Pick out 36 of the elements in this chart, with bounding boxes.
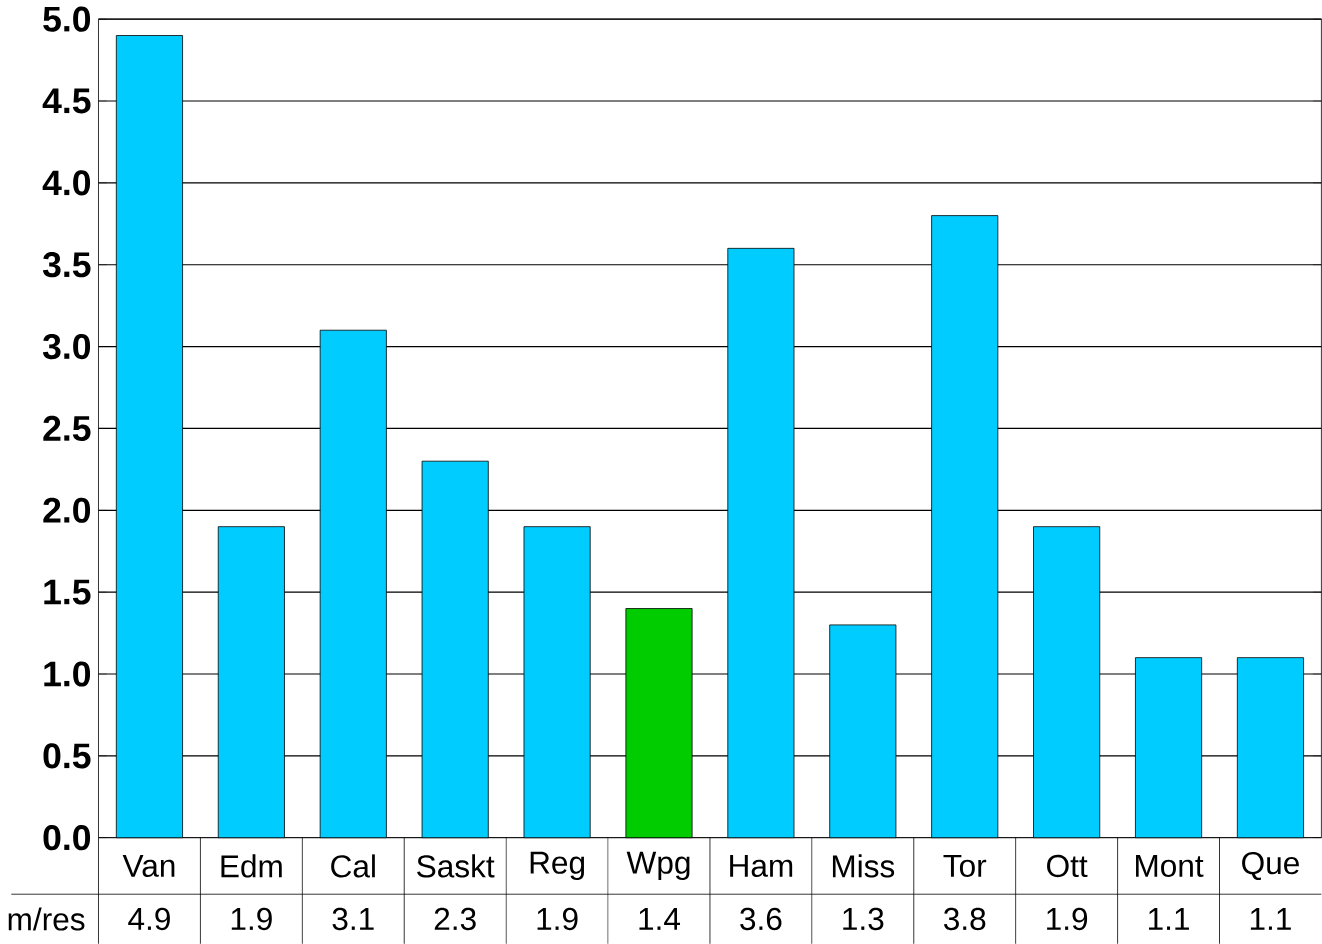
data-label: 1.9: [1047, 907, 1088, 931]
data-label: 2.3: [434, 907, 476, 931]
y-tick-label: 4.0: [42, 170, 91, 196]
x-tick-label: Ham: [730, 854, 793, 877]
y-tick-label: 5.0: [43, 6, 91, 32]
y-tick-label: 2.0: [43, 497, 91, 523]
x-tick-label: Van: [122, 854, 175, 877]
x-tick-label: Saskt: [417, 854, 495, 878]
x-tick-label: Cal: [331, 854, 375, 878]
x-tick-label: Que: [1242, 851, 1299, 880]
x-tick-label: Miss: [832, 854, 895, 878]
x-tick-label: Reg: [530, 851, 585, 881]
data-label: 3.1: [332, 907, 374, 931]
y-tick-label: 4.5: [42, 88, 91, 114]
data-label: 1.1: [1149, 908, 1189, 930]
data-label: 3.6: [740, 907, 782, 931]
x-tick-label: Wpg: [626, 851, 690, 881]
data-label: 4.9: [128, 907, 170, 931]
x-tick-label: Ott: [1047, 854, 1088, 878]
y-tick-label: 3.0: [42, 333, 91, 360]
y-tick-label: 1.0: [44, 661, 91, 687]
y-tick-label: 3.5: [42, 252, 91, 278]
text: m/res: [8, 907, 85, 931]
x-tick-label: Mont: [1136, 854, 1204, 877]
data-label: 1.4: [639, 908, 681, 930]
data-label: 1.3: [843, 907, 884, 931]
y-tick-label: 0.5: [43, 743, 91, 769]
y-tick-label: 2.5: [43, 415, 91, 441]
data-label: 1.1: [1250, 908, 1291, 930]
x-tick-label: Tor: [943, 854, 987, 877]
x-tick-label: Edm: [221, 854, 282, 878]
y-tick-label: 1.5: [44, 579, 91, 605]
data-label: 1.9: [537, 907, 578, 931]
y-tick-label: 0.0: [43, 825, 91, 851]
data-label: 1.9: [231, 907, 272, 931]
data-label: 3.8: [943, 907, 986, 931]
